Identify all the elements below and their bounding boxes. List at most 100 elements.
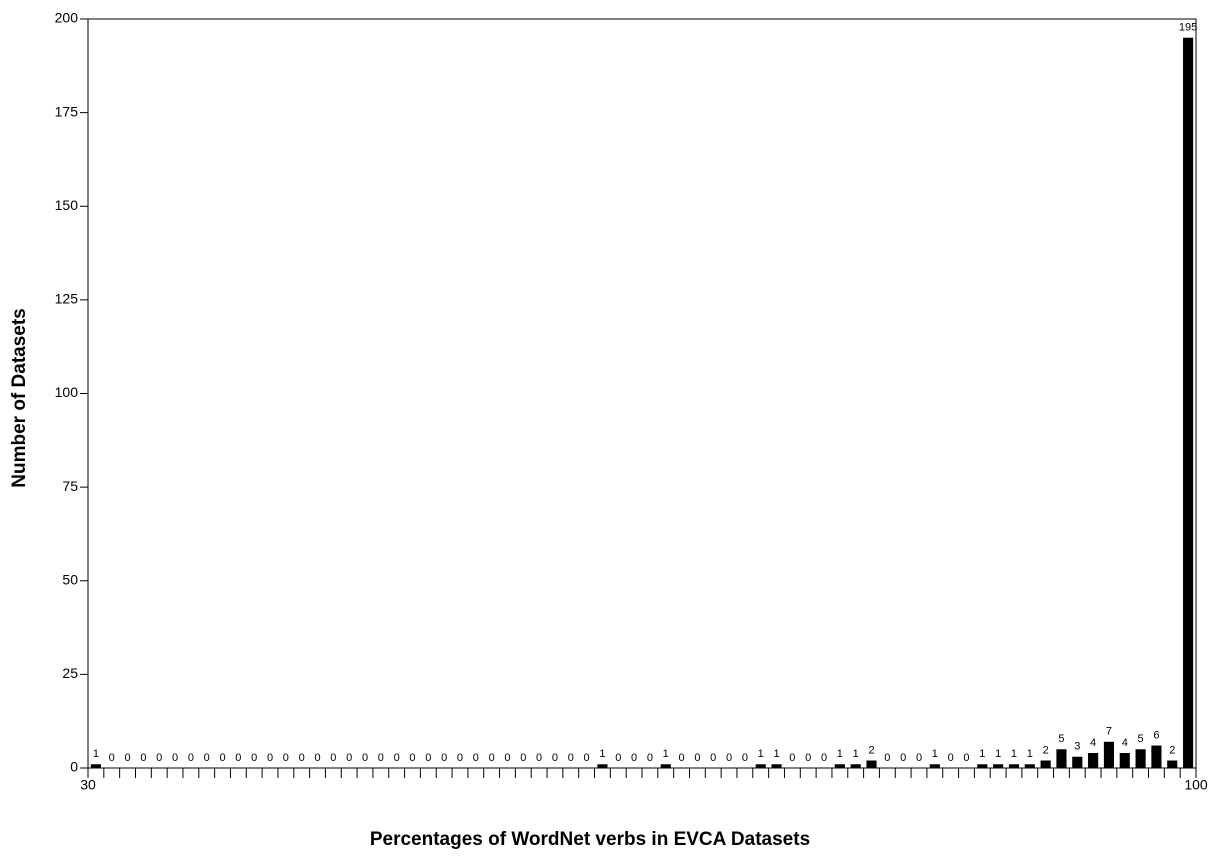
value-label: 0: [283, 752, 289, 764]
value-label: 4: [1122, 737, 1128, 749]
y-tick-label: 125: [55, 291, 79, 307]
value-label: 0: [457, 752, 463, 764]
bar: [1151, 745, 1162, 768]
value-label: 0: [789, 752, 795, 764]
y-tick-label: 150: [55, 197, 79, 213]
value-label: 0: [425, 752, 431, 764]
value-label: 0: [473, 752, 479, 764]
value-label: 1: [758, 748, 764, 760]
value-label: 0: [489, 752, 495, 764]
value-label: 0: [615, 752, 621, 764]
value-label: 0: [948, 752, 954, 764]
x-tick-label: 100: [1184, 777, 1208, 793]
value-label: 0: [394, 752, 400, 764]
value-label: 0: [884, 752, 890, 764]
y-tick-label: 200: [55, 10, 79, 26]
value-label: 0: [584, 752, 590, 764]
value-label: 0: [726, 752, 732, 764]
bar: [755, 764, 766, 768]
y-tick-label: 0: [70, 759, 78, 775]
value-label: 2: [868, 744, 874, 756]
value-label: 0: [520, 752, 526, 764]
value-label: 0: [821, 752, 827, 764]
value-label: 0: [156, 752, 162, 764]
value-label: 0: [267, 752, 273, 764]
y-tick-label: 75: [62, 478, 78, 494]
bar: [1040, 760, 1051, 768]
value-label: 0: [251, 752, 257, 764]
bar: [1024, 764, 1035, 768]
value-label: 1: [663, 748, 669, 760]
bar: [1119, 753, 1130, 768]
value-label: 5: [1058, 733, 1064, 745]
value-label: 0: [140, 752, 146, 764]
value-label: 0: [346, 752, 352, 764]
x-tick-label: 30: [80, 777, 96, 793]
value-label: 1: [1027, 748, 1033, 760]
value-label: 2: [1043, 744, 1049, 756]
value-label: 0: [172, 752, 178, 764]
bar: [993, 764, 1004, 768]
value-label: 3: [1074, 741, 1080, 753]
value-label: 0: [330, 752, 336, 764]
value-label: 5: [1138, 733, 1144, 745]
y-axis-label: Number of Datasets: [9, 308, 30, 488]
value-label: 0: [125, 752, 131, 764]
value-label: 1: [995, 748, 1001, 760]
plot-frame: [87, 18, 1197, 769]
y-tick-label: 100: [55, 384, 79, 400]
value-label: 1: [1011, 748, 1017, 760]
value-label: 195: [1179, 22, 1197, 34]
value-label: 0: [805, 752, 811, 764]
value-label: 0: [679, 752, 685, 764]
value-label: 0: [916, 752, 922, 764]
bar: [834, 764, 845, 768]
x-axis-label: Percentages of WordNet verbs in EVCA Dat…: [370, 829, 810, 850]
bar: [1183, 37, 1194, 769]
value-label: 1: [932, 748, 938, 760]
value-label: 0: [378, 752, 384, 764]
value-label: 0: [409, 752, 415, 764]
bar: [1056, 749, 1067, 768]
bar: [597, 764, 608, 768]
value-label: 0: [552, 752, 558, 764]
value-label: 0: [109, 752, 115, 764]
bar: [1135, 749, 1146, 768]
y-tick-label: 25: [62, 665, 78, 681]
bar: [1103, 741, 1115, 768]
bar: [866, 760, 877, 768]
value-label: 0: [235, 752, 241, 764]
bar: [929, 764, 940, 768]
value-label: 2: [1169, 744, 1175, 756]
value-label: 0: [963, 752, 969, 764]
value-label: 1: [599, 748, 605, 760]
value-label: 1: [979, 748, 985, 760]
bar: [1008, 764, 1020, 768]
value-label: 0: [647, 752, 653, 764]
value-label: 0: [568, 752, 574, 764]
value-label: 0: [900, 752, 906, 764]
value-label: 0: [314, 752, 320, 764]
value-label: 0: [536, 752, 542, 764]
bar: [850, 764, 861, 768]
value-label: 0: [219, 752, 225, 764]
value-label: 0: [204, 752, 210, 764]
value-label: 0: [299, 752, 305, 764]
y-tick-label: 175: [55, 103, 79, 119]
value-label: 0: [441, 752, 447, 764]
value-label: 1: [93, 748, 99, 760]
bar: [1072, 756, 1083, 768]
bar: [771, 764, 782, 768]
y-tick-label: 50: [62, 571, 78, 587]
value-label: 0: [188, 752, 194, 764]
value-label: 0: [694, 752, 700, 764]
value-label: 0: [710, 752, 716, 764]
bar: [1167, 760, 1178, 768]
bar: [660, 764, 671, 768]
value-label: 1: [773, 748, 779, 760]
value-label: 4: [1090, 737, 1096, 749]
value-label: 0: [362, 752, 368, 764]
value-label: 7: [1106, 726, 1112, 738]
value-label: 1: [837, 748, 843, 760]
